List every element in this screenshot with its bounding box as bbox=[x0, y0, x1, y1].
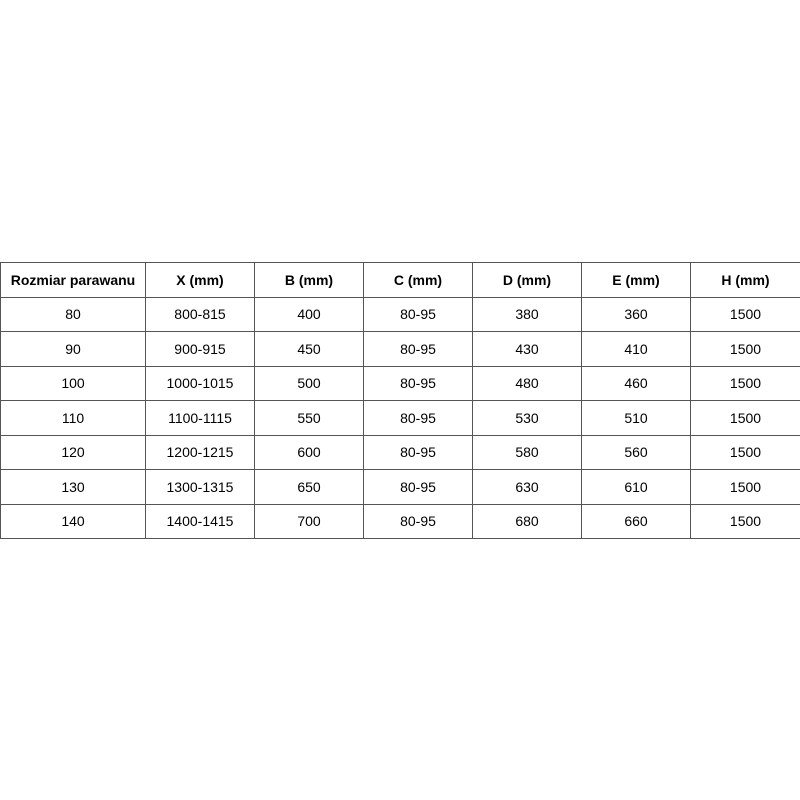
table-row: 120 1200-1215 600 80-95 580 560 1500 bbox=[0, 434, 800, 470]
table-cell: 80-95 bbox=[363, 434, 473, 470]
table-cell: 80-95 bbox=[363, 503, 473, 539]
table-cell: 600 bbox=[254, 434, 364, 470]
table-cell: 660 bbox=[581, 503, 691, 539]
table-row: 100 1000-1015 500 80-95 480 460 1500 bbox=[0, 365, 800, 401]
table-cell: 680 bbox=[472, 503, 582, 539]
table-cell: 80-95 bbox=[363, 400, 473, 436]
table-cell: 650 bbox=[254, 469, 364, 505]
header-cell: E (mm) bbox=[581, 262, 691, 298]
table-cell: 1100-1115 bbox=[145, 400, 255, 436]
header-cell: X (mm) bbox=[145, 262, 255, 298]
table-cell: 360 bbox=[581, 296, 691, 332]
table-cell: 460 bbox=[581, 365, 691, 401]
table-cell: 380 bbox=[472, 296, 582, 332]
table-cell: 80-95 bbox=[363, 296, 473, 332]
header-cell: H (mm) bbox=[690, 262, 800, 298]
header-cell: B (mm) bbox=[254, 262, 364, 298]
table-cell: 110 bbox=[0, 400, 146, 436]
table-cell: 560 bbox=[581, 434, 691, 470]
table-cell: 1500 bbox=[690, 296, 800, 332]
table-row: 80 800-815 400 80-95 380 360 1500 bbox=[0, 296, 800, 332]
table-cell: 800-815 bbox=[145, 296, 255, 332]
table-row: 90 900-915 450 80-95 430 410 1500 bbox=[0, 331, 800, 367]
table-cell: 1500 bbox=[690, 469, 800, 505]
header-cell: D (mm) bbox=[472, 262, 582, 298]
table-cell: 90 bbox=[0, 331, 146, 367]
table-cell: 530 bbox=[472, 400, 582, 436]
table-cell: 1300-1315 bbox=[145, 469, 255, 505]
table-cell: 550 bbox=[254, 400, 364, 436]
header-cell: Rozmiar parawanu bbox=[0, 262, 146, 298]
table-cell: 900-915 bbox=[145, 331, 255, 367]
table-cell: 1500 bbox=[690, 365, 800, 401]
table-cell: 80-95 bbox=[363, 469, 473, 505]
table-cell: 1200-1215 bbox=[145, 434, 255, 470]
table-cell: 610 bbox=[581, 469, 691, 505]
table-cell: 130 bbox=[0, 469, 146, 505]
table-row: 110 1100-1115 550 80-95 530 510 1500 bbox=[0, 400, 800, 436]
table-cell: 400 bbox=[254, 296, 364, 332]
table-cell: 1500 bbox=[690, 400, 800, 436]
table-cell: 1500 bbox=[690, 503, 800, 539]
table-row: 140 1400-1415 700 80-95 680 660 1500 bbox=[0, 503, 800, 539]
table-cell: 1500 bbox=[690, 434, 800, 470]
table-cell: 80-95 bbox=[363, 365, 473, 401]
header-row: Rozmiar parawanu X (mm) B (mm) C (mm) D … bbox=[0, 262, 800, 298]
table-cell: 100 bbox=[0, 365, 146, 401]
table-cell: 1400-1415 bbox=[145, 503, 255, 539]
table-cell: 140 bbox=[0, 503, 146, 539]
table-cell: 430 bbox=[472, 331, 582, 367]
dimensions-table: Rozmiar parawanu X (mm) B (mm) C (mm) D … bbox=[0, 262, 800, 539]
table-cell: 450 bbox=[254, 331, 364, 367]
table-cell: 480 bbox=[472, 365, 582, 401]
header-cell: C (mm) bbox=[363, 262, 473, 298]
table-cell: 580 bbox=[472, 434, 582, 470]
table-cell: 120 bbox=[0, 434, 146, 470]
table-cell: 80-95 bbox=[363, 331, 473, 367]
table-cell: 500 bbox=[254, 365, 364, 401]
table-cell: 630 bbox=[472, 469, 582, 505]
table-row: 130 1300-1315 650 80-95 630 610 1500 bbox=[0, 469, 800, 505]
table-cell: 510 bbox=[581, 400, 691, 436]
table-cell: 80 bbox=[0, 296, 146, 332]
table-cell: 1500 bbox=[690, 331, 800, 367]
table-cell: 410 bbox=[581, 331, 691, 367]
table-cell: 1000-1015 bbox=[145, 365, 255, 401]
table-cell: 700 bbox=[254, 503, 364, 539]
